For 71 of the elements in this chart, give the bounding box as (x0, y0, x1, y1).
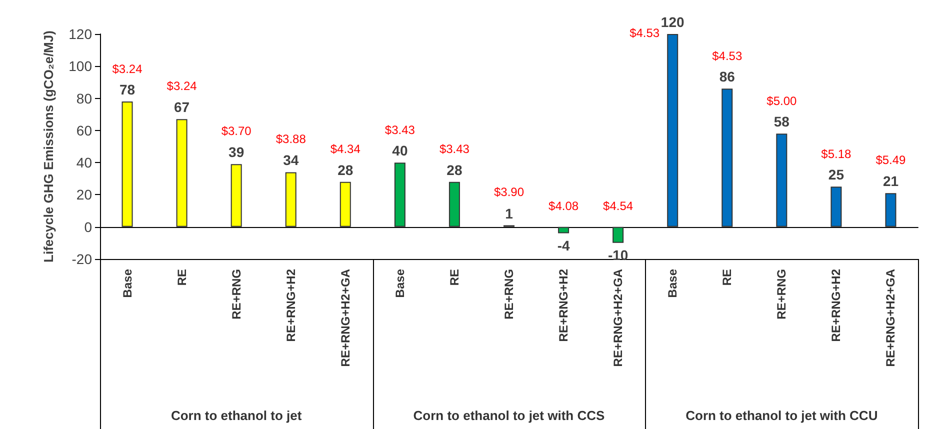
data-label: 40 (392, 142, 408, 159)
data-label: 58 (774, 114, 790, 130)
data-label: 67 (174, 99, 190, 116)
bar (722, 88, 733, 227)
annotation: $3.90 (494, 185, 524, 200)
y-tick-label: 100 (68, 58, 92, 74)
text: Corn to ethanol to jet with CCS (412, 408, 606, 423)
data-label: 1 (505, 205, 514, 222)
annotation: $3.88 (276, 132, 306, 146)
bar (285, 172, 296, 227)
x-tick-label: RE+RNG+H2 (284, 268, 298, 342)
bar (667, 34, 678, 227)
data-label: 86 (719, 68, 736, 85)
data-label: 28 (338, 162, 354, 178)
y-tick-label: 60 (76, 122, 92, 138)
data-label: 34 (283, 152, 299, 168)
annotation: $4.53 (712, 48, 742, 63)
annotation: $4.54 (603, 198, 634, 213)
y-tick-label: 120 (68, 26, 92, 42)
data-label: 21 (882, 173, 899, 190)
data-label: 120 (660, 14, 684, 30)
data-label: 28 (446, 162, 462, 178)
bar (122, 102, 133, 227)
bar (885, 193, 896, 227)
x-tick-label: RE+RNG (229, 269, 244, 320)
x-tick-label: RE (174, 269, 189, 286)
annotation: $3.43 (439, 142, 470, 156)
bar (176, 119, 188, 227)
data-label: -4 (557, 237, 570, 254)
text: Corn to ethanol to jet with CCU (684, 408, 879, 423)
bar (448, 182, 460, 227)
annotation: $3.24 (112, 62, 142, 76)
data-label: -10 (608, 246, 628, 263)
bar (776, 134, 788, 227)
annotation: $4.08 (548, 198, 579, 213)
bar (830, 186, 842, 227)
y-tick-label: 80 (76, 90, 92, 106)
bar (558, 226, 570, 234)
data-label: 25 (828, 166, 844, 183)
bar (612, 226, 624, 243)
annotation: $3.70 (221, 124, 252, 138)
annotation: $3.24 (166, 79, 197, 94)
y-axis-title: Lifecycle GHG Emissions (gCO₂e/MJ) (41, 30, 56, 262)
x-tick-label: Base (666, 268, 680, 298)
annotation: $5.49 (876, 153, 906, 168)
x-tick-label: RE+RNG+H2 (556, 268, 571, 342)
data-label: 78 (119, 82, 136, 98)
bar (394, 162, 406, 227)
data-label: 39 (228, 144, 244, 160)
y-tick-label: -20 (72, 251, 92, 267)
text: Corn to ethanol to jet (170, 408, 303, 423)
y-tick-label: 40 (76, 154, 92, 171)
x-tick-label: RE+RNG+H2+GA (611, 268, 626, 367)
bar (230, 164, 242, 227)
x-tick-label: Base (120, 268, 134, 298)
bar (340, 182, 351, 227)
y-tick-label: 0 (84, 218, 92, 235)
y-tick-label: 20 (76, 186, 92, 203)
annotation: $4.53 (630, 26, 660, 40)
annotation: $5.18 (821, 146, 852, 161)
x-tick-label: RE (720, 269, 734, 286)
annotation: $4.34 (330, 142, 360, 156)
x-tick-label: RE+RNG+H2 (829, 268, 844, 342)
x-tick-label: RE+RNG+H2+GA (338, 268, 352, 367)
annotation: $3.43 (384, 122, 415, 137)
x-tick-label: RE+RNG+H2+GA (884, 268, 898, 367)
x-tick-label: RE+RNG (774, 269, 789, 320)
x-tick-label: RE (447, 269, 462, 286)
x-tick-label: RE+RNG (502, 269, 516, 320)
annotation: $5.00 (766, 94, 797, 108)
x-tick-label: Base (392, 268, 407, 298)
